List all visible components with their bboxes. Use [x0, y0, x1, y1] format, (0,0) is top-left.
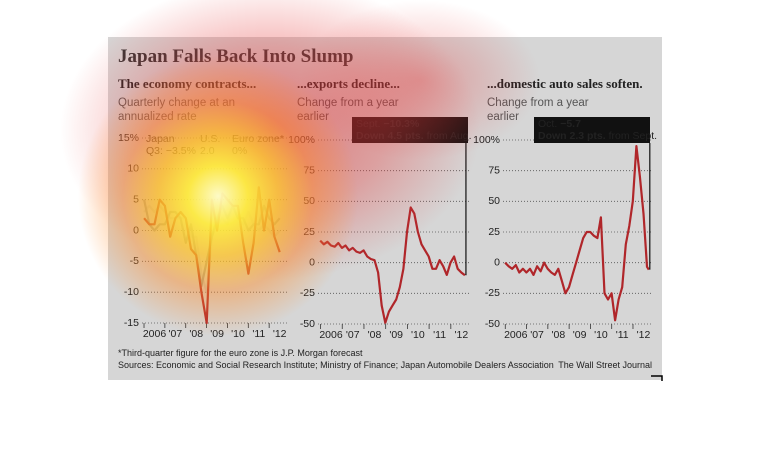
y-tick-label: -25 — [300, 287, 315, 299]
legend-name: U.S. — [200, 133, 220, 145]
x-tick-label: '09 — [389, 329, 403, 341]
series-line — [143, 186, 281, 325]
series-line — [319, 206, 466, 324]
annotation-line: Down 2.3 pts. from Sept. — [538, 130, 657, 142]
x-tick-label: '07 — [169, 328, 183, 340]
chart-title: ...domestic auto sales soften. — [487, 76, 643, 91]
corner-mark — [651, 375, 663, 381]
chart-title: ...exports decline... — [297, 76, 400, 91]
x-tick-label: '07 — [530, 329, 544, 341]
x-tick-label: '08 — [368, 329, 382, 341]
y-tick-label: 0 — [309, 256, 315, 268]
chart-title: The economy contracts... — [118, 76, 257, 91]
x-tick-label: '11 — [252, 328, 265, 340]
x-tick-label: '09 — [210, 328, 224, 340]
y-tick-label: 50 — [303, 195, 315, 207]
y-tick-label: 10 — [127, 163, 139, 175]
legend-name: Euro zone* — [232, 133, 284, 145]
sources: Sources: Economic and Social Research In… — [118, 360, 554, 370]
x-tick-label: '11 — [616, 329, 629, 341]
annotation-from: from Aug. — [427, 130, 472, 142]
chart-subtitle: Quarterly change at an annualized rate — [118, 97, 235, 123]
x-tick-label: 2006 — [504, 329, 528, 341]
legend-name: Japan — [146, 133, 175, 145]
y-tick-label: 100% — [473, 134, 500, 146]
chart-subtitle: Change from a year earlier — [297, 97, 399, 123]
y-tick-label: 25 — [303, 226, 315, 238]
y-tick-label: 25 — [488, 226, 500, 238]
y-tick-label: 50 — [488, 195, 500, 207]
x-tick-label: '12 — [273, 328, 287, 340]
y-tick-label: -15 — [124, 317, 139, 329]
annotation-line: Down 4.5 pts. from Aug. — [356, 130, 472, 142]
x-tick-label: '10 — [231, 328, 245, 340]
y-tick-label: 75 — [303, 164, 315, 176]
y-tick-label: 100% — [288, 134, 315, 146]
y-tick-label: 15% — [118, 132, 139, 144]
x-tick-label: 2006 — [319, 329, 343, 341]
credit: The Wall Street Journal — [558, 360, 652, 370]
x-tick-label: '10 — [594, 329, 608, 341]
y-tick-label: 0 — [133, 224, 139, 236]
footnote: *Third-quarter figure for the euro zone … — [118, 348, 363, 358]
x-tick-label: '11 — [433, 329, 446, 341]
legend-value: 0% — [232, 145, 247, 157]
annotation-change: Down 4.5 pts. — [356, 130, 424, 142]
series-line — [504, 145, 650, 322]
y-tick-label: -10 — [124, 286, 139, 298]
x-tick-label: '10 — [411, 329, 425, 341]
y-tick-label: -5 — [130, 255, 139, 267]
legend-value: Q3: −3.5% — [146, 145, 196, 157]
annotation-change: Down 2.3 pts. — [538, 130, 606, 142]
y-tick-label: -25 — [485, 287, 500, 299]
x-tick-label: '07 — [346, 329, 360, 341]
chart-subtitle: Change from a year earlier — [487, 97, 589, 123]
x-tick-label: '12 — [454, 329, 468, 341]
x-tick-label: '09 — [573, 329, 587, 341]
annotation-from: from Sept. — [609, 130, 657, 142]
x-tick-label: '12 — [637, 329, 651, 341]
y-tick-label: -50 — [300, 318, 315, 330]
y-tick-label: 75 — [488, 164, 500, 176]
x-tick-label: 2006 — [143, 328, 167, 340]
legend-value: 2.0 — [200, 145, 215, 157]
y-tick-label: -50 — [485, 318, 500, 330]
y-tick-label: 0 — [494, 256, 500, 268]
x-tick-label: '08 — [189, 328, 203, 340]
x-tick-label: '08 — [551, 329, 565, 341]
y-tick-label: 5 — [133, 193, 139, 205]
